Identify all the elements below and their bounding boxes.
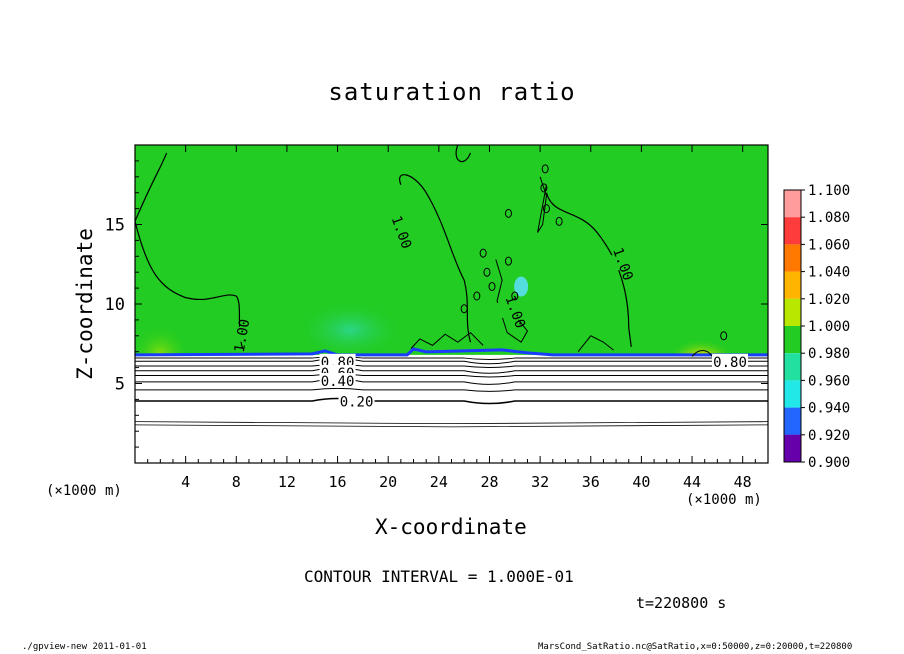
colorbar-band xyxy=(784,190,801,218)
contour-label-bg xyxy=(319,372,356,388)
x-tick-label: 44 xyxy=(683,473,701,491)
x-tick-label: 4 xyxy=(181,473,190,491)
contour-cell xyxy=(555,216,563,226)
cyan-cell-30km xyxy=(514,276,529,297)
colorbar-label: 1.060 xyxy=(808,237,850,253)
x-tick-label: 16 xyxy=(329,473,347,491)
colorbar-band xyxy=(784,271,801,299)
colorbar-label: 0.980 xyxy=(808,346,850,362)
contour-1.00-center xyxy=(399,174,472,343)
x-tick-label: 24 xyxy=(430,473,448,491)
x-tick-label: 8 xyxy=(232,473,241,491)
contour-label-bg xyxy=(604,255,641,271)
x-tick-label: 28 xyxy=(480,473,498,491)
colorbar-band xyxy=(784,434,801,462)
x-tick-label: 36 xyxy=(582,473,600,491)
y-tick-label: 10 xyxy=(105,295,125,315)
z-unit-label: (×1000 m) xyxy=(686,492,762,508)
colorbar-band xyxy=(784,298,801,326)
colorbar-label: 0.920 xyxy=(808,428,850,444)
contour-cell xyxy=(540,183,548,193)
colorbar-band xyxy=(784,217,801,245)
contour-cell xyxy=(504,208,512,218)
colorbar-label: 1.040 xyxy=(808,265,850,281)
contour-label-bg xyxy=(496,302,533,318)
contour-1.00-top xyxy=(455,145,472,163)
contour-tendril xyxy=(537,176,547,233)
contour-line xyxy=(135,397,768,405)
contour-warm-spot xyxy=(691,350,713,357)
contour-tendril xyxy=(495,259,529,343)
contour-label-bg xyxy=(712,353,749,369)
x-unit-label: (×1000 m) xyxy=(46,483,122,499)
chart-title: saturation ratio xyxy=(328,78,576,106)
contour-line xyxy=(135,424,768,428)
contour-cell xyxy=(720,331,728,341)
colorbar-band xyxy=(784,407,801,435)
colorbar-label: 1.000 xyxy=(808,319,850,335)
contour-label: 0.40 xyxy=(321,374,355,390)
colorbar-band xyxy=(784,326,801,354)
footer-left: ./gpview-new 2011-01-01 xyxy=(22,642,147,652)
contour-cell xyxy=(511,291,519,301)
contour-label: 1.00 xyxy=(232,318,254,354)
contour-cell xyxy=(488,282,496,292)
x-tick-label: 20 xyxy=(379,473,397,491)
contour-cell xyxy=(460,304,468,314)
contour-tendril xyxy=(577,335,614,353)
footer-right: MarsCond_SatRatio.nc@SatRatio,x=0:50000,… xyxy=(538,642,853,652)
cyan-haze-16km xyxy=(295,299,406,360)
y-tick-label: 15 xyxy=(105,216,125,236)
contour-1.00-left xyxy=(135,152,244,349)
contour-line xyxy=(135,421,768,425)
colorbar-label: 0.960 xyxy=(808,373,850,389)
x-tick-label: 48 xyxy=(734,473,752,491)
contour-cell xyxy=(542,204,550,214)
contour-1.00-right xyxy=(545,192,632,348)
colorbar-band xyxy=(784,353,801,381)
contour-line xyxy=(135,387,768,392)
contour-label: 0.80 xyxy=(713,355,747,371)
contour-cell xyxy=(479,248,487,258)
contour-label: 0.20 xyxy=(340,395,374,411)
colorbar-label: 0.900 xyxy=(808,455,850,471)
contour-cell xyxy=(473,291,481,301)
unsaturated-layer xyxy=(135,354,768,463)
contour-cell xyxy=(541,164,549,174)
y-axis-label: Z-coordinate xyxy=(73,228,97,380)
yellow-patch-left xyxy=(135,314,186,365)
colorbar-label: 1.080 xyxy=(808,210,850,226)
contour-label-bg xyxy=(382,223,419,239)
colorbar-label: 1.020 xyxy=(808,292,850,308)
contour-tendril xyxy=(410,331,484,349)
contour-label-bg xyxy=(338,393,375,409)
colorbar-band xyxy=(784,244,801,272)
colorbar-label: 0.940 xyxy=(808,401,850,417)
time-stamp: t=220800 s xyxy=(636,594,727,612)
saturation-boundary xyxy=(135,347,768,357)
x-tick-label: 32 xyxy=(531,473,549,491)
contour-cell xyxy=(504,256,512,266)
colorbar-band xyxy=(784,380,801,408)
contour-cell xyxy=(483,267,491,277)
contour-label-bg xyxy=(224,326,261,342)
colorbar-label: 1.100 xyxy=(808,183,850,199)
x-tick-label: 40 xyxy=(632,473,650,491)
contour-interval-note: CONTOUR INTERVAL = 1.000E-01 xyxy=(304,567,574,586)
y-tick-label: 5 xyxy=(115,375,125,395)
x-axis-label: X-coordinate xyxy=(375,515,527,539)
x-tick-label: 12 xyxy=(278,473,296,491)
